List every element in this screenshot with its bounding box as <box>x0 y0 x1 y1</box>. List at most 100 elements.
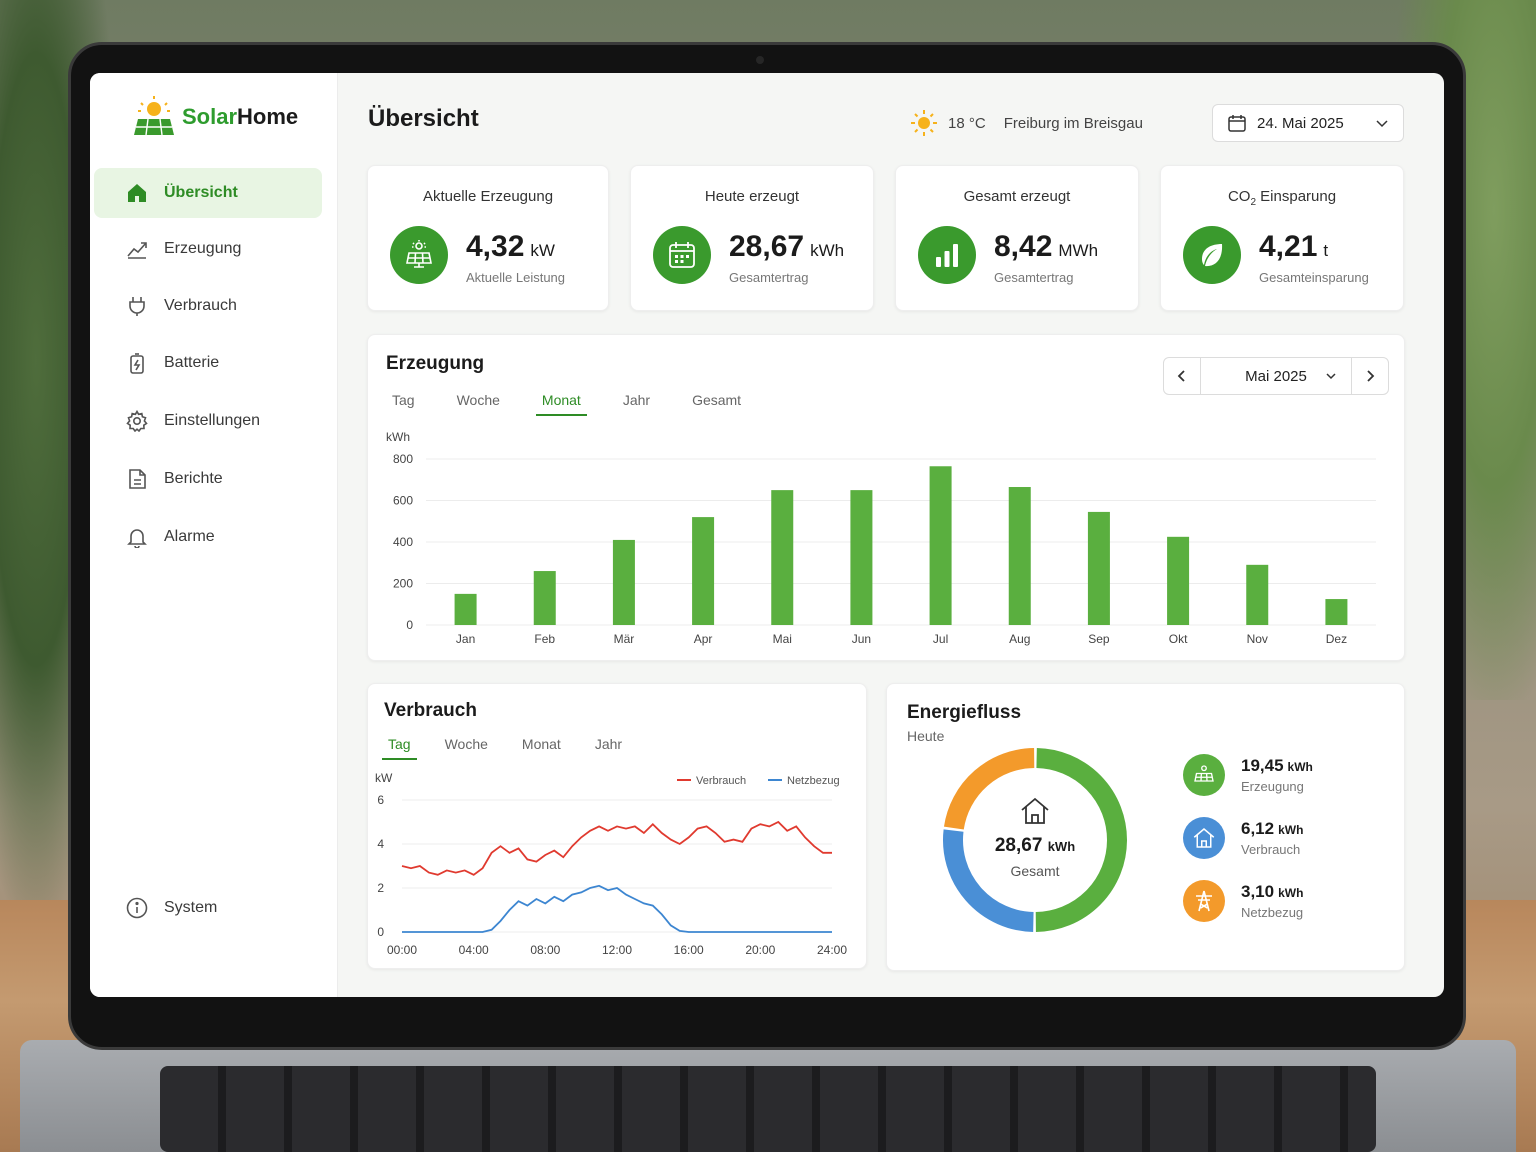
house-icon <box>1021 797 1049 824</box>
page-title: Übersicht <box>368 105 479 132</box>
location: Freiburg im Breisgau <box>1003 114 1143 132</box>
donut-total: 28,67 kWh <box>994 835 1076 856</box>
power-tower-icon <box>1183 880 1225 922</box>
solar-panel-icon <box>1183 754 1225 796</box>
kpi-card-co2: CO2 Einsparung 4,21 t Gesamteinsparung <box>1160 165 1404 311</box>
sidebar: SolarHome Übersicht Erzeugung Verbrauch … <box>90 73 338 997</box>
calendar-icon <box>653 226 711 284</box>
consumption-card: Verbrauch Tag Woche Monat Jahr kW 0 2 4 6 00:… <box>367 683 867 969</box>
x-tick-label: Feb <box>534 632 555 646</box>
sidebar-item-label: Übersicht <box>164 184 238 201</box>
section-title: Energiefluss <box>907 702 1022 723</box>
calendar-icon <box>1228 115 1246 132</box>
x-tick-label: 20:00 <box>745 943 775 957</box>
tab-woche[interactable]: Woche <box>456 392 500 408</box>
tab-woche[interactable]: Woche <box>444 736 488 752</box>
kpi-value: 8,42 MWh <box>994 230 1099 263</box>
tab-jahr[interactable]: Jahr <box>594 736 623 752</box>
kpi-title: Heute erzeugt <box>704 188 800 205</box>
flow-value: 19,45 kWh <box>1241 756 1313 775</box>
date-value: 24. Mai 2025 <box>1257 114 1344 132</box>
consumption-tabs: Tag Woche Monat Jahr <box>382 736 650 760</box>
production-tabs: Tag Woche Monat Jahr Gesamt <box>386 392 777 416</box>
sidebar-item-einstellungen[interactable]: Einstellungen <box>94 396 322 446</box>
tab-monat[interactable]: Monat <box>521 736 561 752</box>
sidebar-item-berichte[interactable]: Berichte <box>94 454 322 504</box>
sidebar-item-uebersicht[interactable]: Übersicht <box>94 168 322 218</box>
sidebar-item-label: Verbrauch <box>164 297 237 314</box>
kpi-title: Aktuelle Erzeugung <box>422 188 554 205</box>
logo[interactable]: SolarHome <box>132 95 298 139</box>
y-axis-unit: kW <box>375 771 393 785</box>
prev-month-button[interactable] <box>1164 358 1200 394</box>
month-navigator: Mai 2025 <box>1163 357 1389 395</box>
bar <box>850 490 873 625</box>
month-value: Mai 2025 <box>1245 367 1307 385</box>
next-month-button[interactable] <box>1352 358 1388 394</box>
bar <box>1167 536 1190 625</box>
x-tick-label: Jan <box>456 632 475 646</box>
y-tick-label: 4 <box>377 837 384 851</box>
donut-segment <box>943 829 1034 932</box>
bell-icon <box>126 526 148 548</box>
document-icon <box>126 468 148 490</box>
kpi-subtitle: Gesamtertrag <box>994 270 1074 285</box>
chevron-right-icon <box>1367 370 1375 382</box>
tab-tag[interactable]: Tag <box>382 736 417 760</box>
bar <box>1008 487 1031 625</box>
legend-label: Netzbezug <box>787 775 840 787</box>
section-subtitle: Heute <box>907 728 945 744</box>
kpi-title: Gesamt erzeugt <box>963 188 1071 205</box>
battery-icon <box>126 352 148 374</box>
energyflow-donut <box>943 748 1127 932</box>
tab-monat[interactable]: Monat <box>535 392 587 416</box>
x-tick-label: Aug <box>1009 632 1030 646</box>
kpi-card-today: Heute erzeugt 28,67 kWh Gesamtertrag <box>630 165 874 311</box>
sidebar-item-label: System <box>164 899 218 916</box>
bar <box>454 593 477 625</box>
x-tick-label: Mai <box>773 632 792 646</box>
production-card: Erzeugung Tag Woche Monat Jahr Gesamt Ma… <box>367 334 1405 661</box>
flow-item-erzeugung: 19,45 kWh Erzeugung <box>1183 754 1313 796</box>
chevron-down-icon <box>1376 120 1388 128</box>
bar <box>1325 599 1348 625</box>
flow-text: 6,12 kWh Verbrauch <box>1241 819 1303 857</box>
sidebar-item-erzeugung[interactable]: Erzeugung <box>94 224 322 274</box>
laptop-keyboard <box>160 1066 1376 1152</box>
sidebar-item-alarme[interactable]: Alarme <box>94 512 322 562</box>
y-tick-label: 2 <box>377 881 384 895</box>
tab-tag[interactable]: Tag <box>392 392 415 408</box>
date-picker[interactable]: 24. Mai 2025 <box>1212 104 1404 142</box>
donut-label: Gesamt <box>1010 863 1060 879</box>
home-icon <box>126 182 148 204</box>
y-tick-label: 400 <box>393 535 413 549</box>
weather-widget: 18 °C Freiburg im Breisgau <box>910 109 1143 137</box>
x-tick-label: Apr <box>694 632 713 646</box>
flow-label: Erzeugung <box>1241 779 1304 794</box>
tab-jahr[interactable]: Jahr <box>622 392 651 408</box>
flow-label: Verbrauch <box>1241 842 1301 857</box>
house-icon <box>1183 817 1225 859</box>
info-icon <box>126 897 148 919</box>
sidebar-item-verbrauch[interactable]: Verbrauch <box>94 281 322 331</box>
tab-gesamt[interactable]: Gesamt <box>692 392 742 408</box>
sidebar-item-label: Alarme <box>164 528 215 545</box>
y-axis-unit: kWh <box>386 430 410 444</box>
month-select[interactable]: Mai 2025 <box>1200 358 1352 394</box>
flow-item-verbrauch: 6,12 kWh Verbrauch <box>1183 817 1303 859</box>
bar <box>533 571 556 625</box>
plug-icon <box>126 295 148 317</box>
sidebar-item-batterie[interactable]: Batterie <box>94 338 322 388</box>
bar <box>1087 511 1110 625</box>
flow-label: Netzbezug <box>1241 905 1304 920</box>
chevron-left-icon <box>1177 370 1185 382</box>
x-tick-label: 04:00 <box>459 943 489 957</box>
sidebar-item-system[interactable]: System <box>94 883 322 933</box>
y-tick-label: 200 <box>393 577 413 591</box>
section-title: Erzeugung <box>386 353 485 374</box>
solar-panel-icon <box>390 226 448 284</box>
x-tick-label: Jun <box>852 632 871 646</box>
bar <box>612 539 635 625</box>
sun-icon <box>911 110 937 136</box>
production-bar-chart: kWh 0 200 400 600 800 Jan Feb Mär Apr Mai Jun Jul Aug… <box>386 430 1376 646</box>
